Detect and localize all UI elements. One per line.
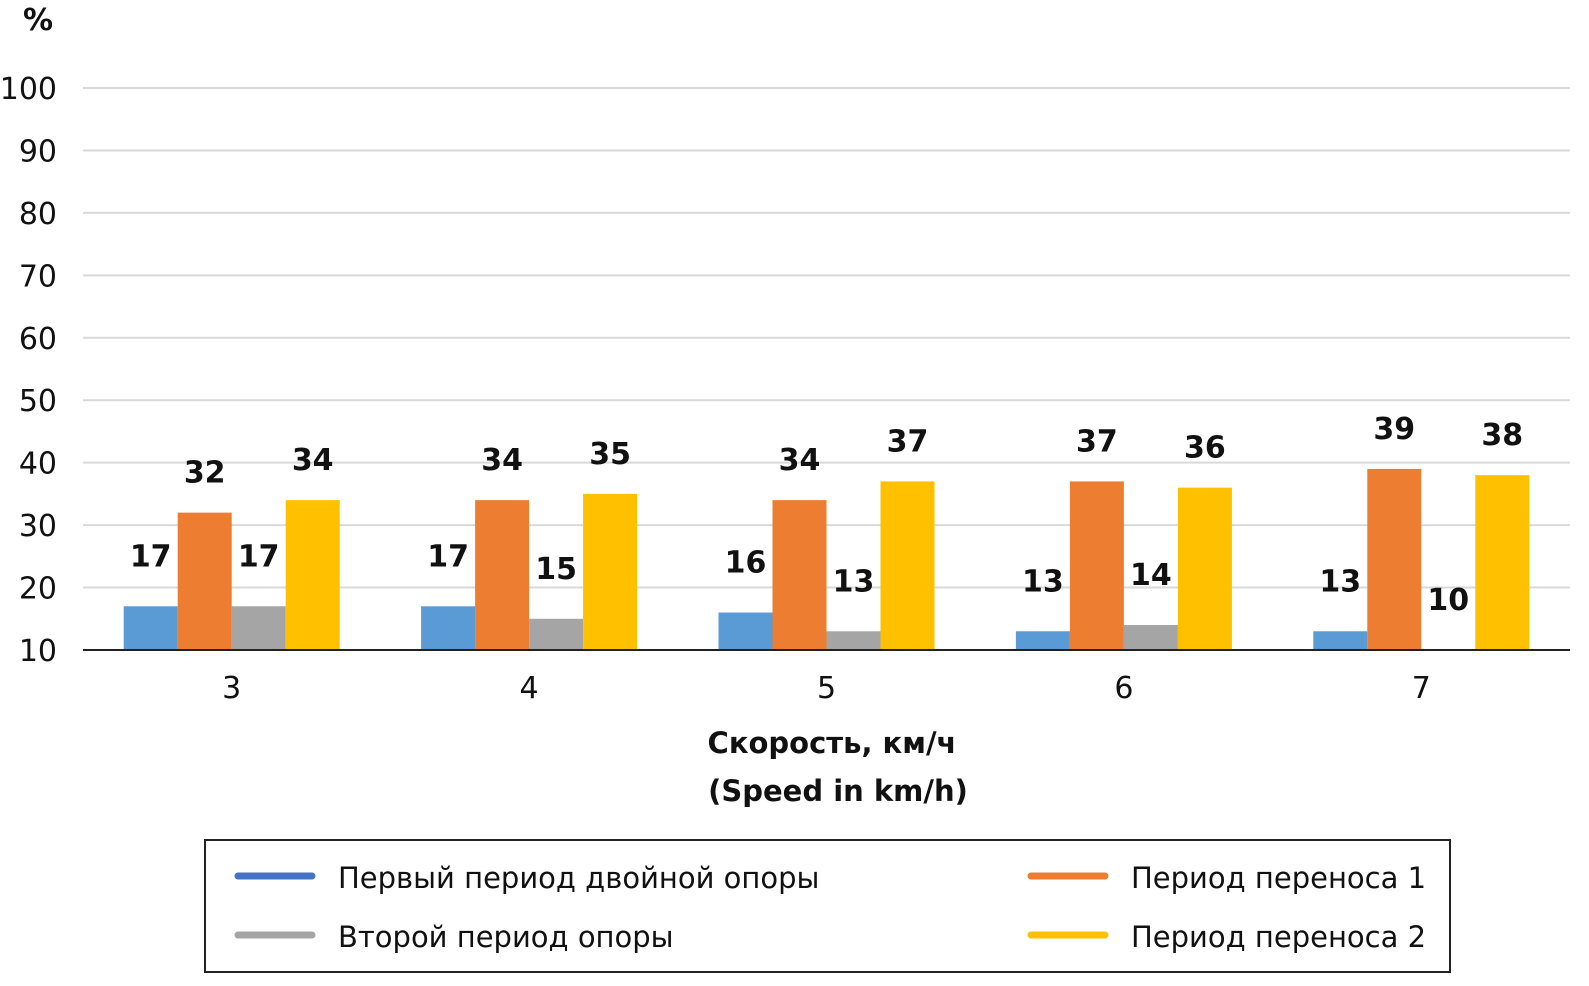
data-label: 13: [1319, 564, 1361, 599]
x-tick-label: 6: [1114, 671, 1133, 706]
bar: [826, 631, 881, 650]
legend-label: Второй период опоры: [338, 920, 674, 954]
x-axis-ticks: 3 4 5 6 7: [222, 671, 1431, 706]
y-tick-label: 40: [19, 447, 57, 482]
bar: [1313, 631, 1368, 650]
bar: [475, 500, 530, 650]
legend: Первый период двойной опоры Период перен…: [204, 839, 1451, 973]
x-tick-label: 3: [222, 671, 241, 706]
data-label: 35: [589, 437, 631, 472]
data-label: 34: [292, 443, 334, 478]
legend-label: Первый период двойной опоры: [338, 861, 819, 895]
y-tick-label: 60: [19, 322, 57, 357]
data-label: 36: [1184, 431, 1226, 466]
data-label: 16: [725, 546, 767, 581]
y-tick-label: 80: [19, 197, 57, 232]
data-label: 17: [130, 539, 172, 574]
data-label: 34: [779, 443, 821, 478]
data-label: 37: [887, 424, 929, 459]
y-tick-label: 90: [19, 134, 57, 169]
data-label: 32: [184, 456, 226, 491]
legend-label: Период переноса 2: [1131, 920, 1426, 954]
data-label: 38: [1481, 418, 1523, 453]
bar: [1123, 625, 1178, 650]
legend-item: Первый период двойной опоры: [234, 861, 819, 895]
bar: [529, 618, 584, 650]
y-axis-ticks: 10 20 30 40 50 60 70 80 90 100: [0, 72, 57, 669]
x-tick-label: 5: [817, 671, 836, 706]
bar: [285, 500, 340, 650]
bar: [1015, 631, 1070, 650]
data-label: 10: [1427, 583, 1469, 618]
bar: [231, 606, 286, 650]
data-label: 39: [1373, 412, 1415, 447]
y-tick-label: 50: [19, 384, 57, 419]
bar: [1475, 475, 1530, 650]
legend-item: Период переноса 1: [1027, 861, 1426, 895]
bar: [177, 512, 232, 650]
bar: [421, 606, 476, 650]
y-tick-label: 100: [0, 72, 57, 107]
y-tick-label: 30: [19, 509, 57, 544]
legend-item: Второй период опоры: [234, 920, 674, 954]
bar: [583, 493, 638, 650]
data-label: 13: [833, 564, 875, 599]
bar: [1367, 468, 1422, 650]
data-label: 15: [535, 552, 577, 587]
x-axis-title: Скорость, км/ч: [708, 726, 957, 760]
data-label: 34: [481, 443, 523, 478]
data-label: 14: [1130, 558, 1172, 593]
data-label: 17: [238, 539, 280, 574]
bar: [1177, 487, 1232, 650]
bar: [1069, 481, 1124, 650]
legend-box: [204, 839, 1451, 973]
data-labels: 17 32 17 34 17 34 15 35 16 34 13 37 13 37 14 36 13 39 10 38: [130, 412, 1523, 618]
y-tick-label: 20: [19, 572, 57, 607]
x-tick-label: 7: [1412, 671, 1431, 706]
y-axis-unit-label: %: [23, 3, 53, 38]
bars: [123, 468, 1530, 650]
x-axis-title-english: (Speed in km/h): [708, 774, 968, 808]
y-tick-label: 10: [19, 634, 57, 669]
legend-label: Период переноса 1: [1131, 861, 1426, 895]
data-label: 37: [1076, 424, 1118, 459]
data-label: 13: [1022, 564, 1064, 599]
legend-item: Период переноса 2: [1027, 920, 1426, 954]
y-tick-label: 70: [19, 259, 57, 294]
bar: [772, 500, 827, 650]
data-label: 17: [427, 539, 469, 574]
bar: [123, 606, 178, 650]
bar: [880, 481, 935, 650]
bar: [718, 612, 773, 650]
x-tick-label: 4: [520, 671, 539, 706]
